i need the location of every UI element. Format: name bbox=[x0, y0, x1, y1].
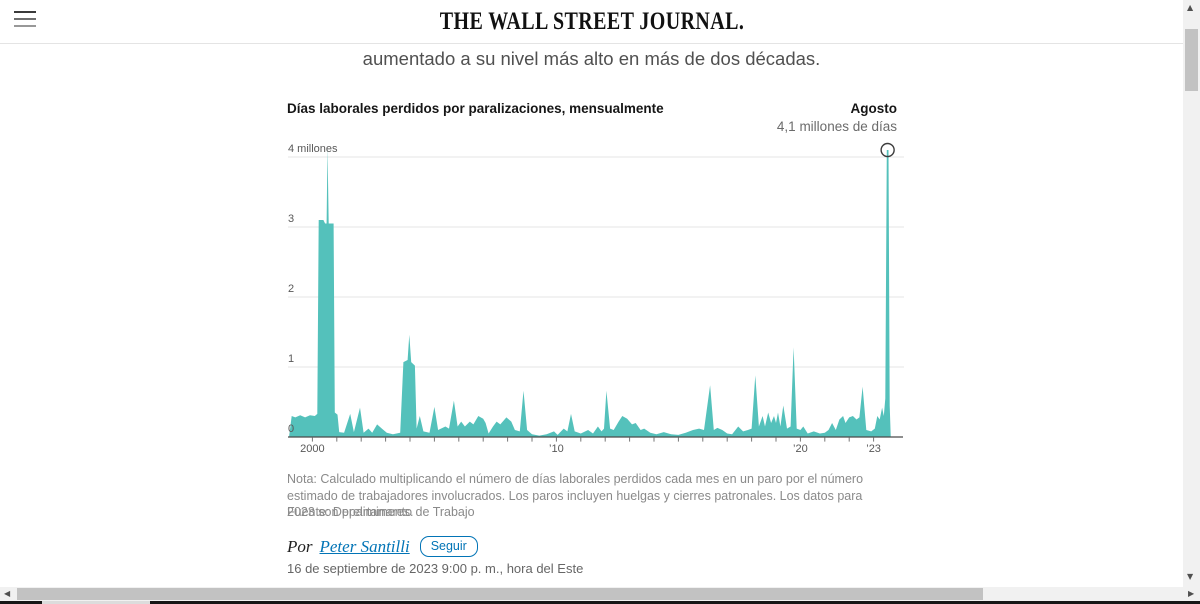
y-axis-label: 0 bbox=[288, 423, 294, 435]
scroll-right-arrow-icon[interactable]: ▶ bbox=[1188, 589, 1195, 598]
y-axis-label: 2 bbox=[288, 283, 294, 295]
scroll-down-arrow-icon[interactable]: ▼ bbox=[1187, 572, 1194, 581]
page-bottom-content-edge bbox=[0, 601, 1200, 604]
byline-prefix: Por bbox=[287, 536, 313, 556]
scroll-left-arrow-icon[interactable]: ◀ bbox=[4, 589, 11, 598]
chart-note: Nota: Calculado multiplicando el número … bbox=[287, 472, 864, 519]
publish-date: 16 de septiembre de 2023 9:00 p. m., hor… bbox=[287, 561, 584, 576]
hamburger-menu-icon[interactable] bbox=[14, 11, 36, 31]
horizontal-scrollbar-thumb[interactable] bbox=[17, 588, 983, 600]
area-series bbox=[289, 147, 891, 437]
x-axis-label: 2000 bbox=[300, 443, 324, 455]
vertical-scrollbar[interactable]: ▲ ▼ bbox=[1183, 0, 1200, 587]
author-link[interactable]: Peter Santilli bbox=[319, 536, 410, 556]
chart-annotation-value: 4,1 millones de días bbox=[776, 119, 897, 134]
site-header: THE WALL STREET JOURNAL. bbox=[0, 0, 1183, 44]
headline-fragment: aumentado a su nivel más alto en más de … bbox=[362, 48, 821, 69]
y-axis-label: 3 bbox=[288, 213, 294, 225]
august-data-point-marker[interactable] bbox=[880, 142, 895, 158]
scroll-up-arrow-icon[interactable]: ▲ bbox=[1187, 3, 1194, 12]
follow-button[interactable]: Seguir bbox=[419, 536, 478, 557]
x-axis-label: ’23 bbox=[866, 443, 881, 455]
x-axis-label: ’10 bbox=[549, 443, 564, 455]
chart-source: Fuente: Departamento de Trabajo bbox=[287, 505, 475, 519]
strike-days-area-chart[interactable]: 2000 ’10 ’20 ’23 4 millones 3 2 1 0 bbox=[286, 140, 906, 462]
chart-title: Días laborales perdidos por paralizacion… bbox=[287, 101, 664, 116]
y-axis-label: 4 millones bbox=[288, 143, 338, 155]
byline: Por Peter Santilli Seguir bbox=[287, 536, 478, 557]
x-axis-label: ’20 bbox=[793, 443, 808, 455]
vertical-scrollbar-thumb[interactable] bbox=[1185, 29, 1198, 91]
y-axis-label: 1 bbox=[288, 353, 294, 365]
wsj-masthead-logo[interactable]: THE WALL STREET JOURNAL. bbox=[439, 8, 744, 35]
horizontal-scrollbar[interactable]: ◀ ▶ bbox=[0, 587, 1200, 601]
chart-annotation-label: Agosto bbox=[850, 101, 898, 116]
